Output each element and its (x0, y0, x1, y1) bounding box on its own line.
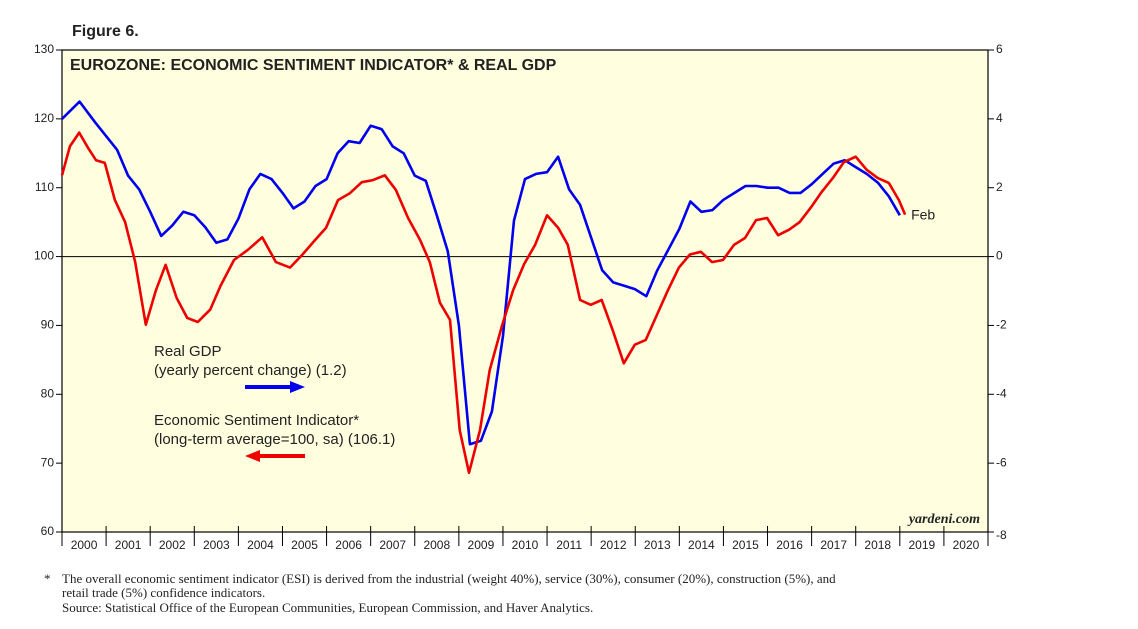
x-tick-label: 2017 (820, 538, 847, 552)
y-tick-label: 60 (41, 524, 55, 538)
y2-tick-label: 2 (996, 180, 1003, 194)
chart-title: EUROZONE: ECONOMIC SENTIMENT INDICATOR* … (70, 57, 557, 74)
y2-tick-label: 0 (996, 249, 1003, 263)
x-tick-label: 2007 (379, 538, 406, 552)
x-tick-label: 2002 (159, 538, 186, 552)
plot-area (61, 49, 989, 533)
y2-tick-label: 4 (996, 111, 1003, 125)
x-tick-label: 2018 (864, 538, 891, 552)
y2-tick-label: -6 (996, 455, 1007, 469)
x-tick-label: 2008 (423, 538, 450, 552)
legend-label: Economic Sentiment Indicator* (154, 412, 359, 429)
annotation: Feb (911, 206, 935, 222)
y2-tick-label: -4 (996, 386, 1007, 400)
x-tick-label: 2000 (71, 538, 98, 552)
y-tick-label: 110 (35, 180, 54, 194)
x-tick-label: 2010 (512, 538, 539, 552)
y-tick-label: 70 (41, 455, 55, 469)
legend-arrow-head (245, 450, 260, 462)
legend-note: (long-term average=100, sa) (106.1) (154, 431, 395, 448)
x-tick-label: 2013 (644, 538, 671, 552)
x-tick-label: 2015 (732, 538, 759, 552)
y-tick-label: 80 (41, 386, 55, 400)
legend-note: (yearly percent change) (1.2) (154, 362, 347, 379)
x-tick-label: 2011 (556, 538, 582, 552)
x-tick-label: 2020 (953, 538, 980, 552)
y-tick-label: 100 (34, 249, 54, 263)
watermark: yardeni.com (907, 512, 980, 527)
footnote-line: retail trade (5%) confidence indicators. (62, 585, 265, 600)
x-tick-label: 2003 (203, 538, 230, 552)
legend-arrow-head (290, 381, 305, 393)
x-tick-label: 2014 (688, 538, 715, 552)
x-tick-label: 2019 (909, 538, 936, 552)
x-tick-label: 2005 (291, 538, 318, 552)
series-line (60, 131, 907, 475)
footnote-marker: * (44, 571, 51, 586)
x-tick-label: 2006 (335, 538, 362, 552)
y-tick-label: 130 (34, 42, 54, 56)
y-tick-label: 120 (34, 111, 54, 125)
x-tick-label: 2016 (776, 538, 803, 552)
x-tick-label: 2009 (468, 538, 495, 552)
x-tick-label: 2012 (600, 538, 627, 552)
y2-tick-label: -8 (996, 528, 1007, 542)
figure-label: Figure 6. (72, 23, 139, 40)
footnote-line: The overall economic sentiment indicator… (62, 571, 836, 586)
y-tick-label: 90 (41, 318, 55, 332)
source: Source: Statistical Office of the Europe… (62, 600, 593, 615)
legend-label: Real GDP (154, 343, 222, 360)
series-line (61, 100, 901, 446)
x-tick-label: 2004 (247, 538, 274, 552)
y2-tick-label: 6 (996, 42, 1003, 56)
y2-tick-label: -2 (996, 318, 1007, 332)
x-tick-label: 2001 (115, 538, 142, 552)
